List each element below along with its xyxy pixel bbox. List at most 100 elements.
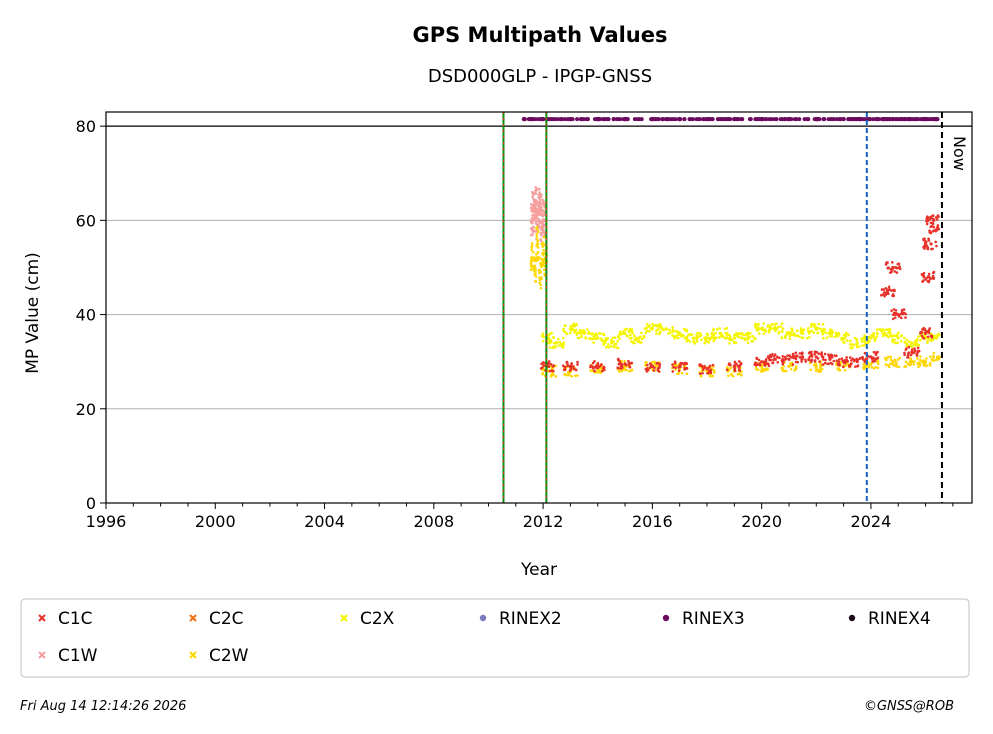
point-c2x bbox=[822, 336, 825, 340]
point-c1c bbox=[683, 366, 686, 370]
point-c2x bbox=[914, 340, 917, 344]
point-c1c bbox=[738, 369, 742, 372]
point-c2x bbox=[790, 327, 793, 330]
point-c1c bbox=[926, 335, 930, 339]
point-c1c bbox=[815, 351, 819, 354]
point-c1w bbox=[536, 217, 539, 220]
point-c2w bbox=[896, 358, 900, 362]
point-c1c bbox=[787, 357, 791, 361]
point-c1c bbox=[898, 267, 902, 271]
point-c2x bbox=[645, 322, 649, 326]
point-c2x bbox=[872, 332, 876, 335]
point-c1c bbox=[920, 334, 924, 338]
point-c2x bbox=[580, 329, 584, 332]
point-c1c bbox=[549, 362, 553, 366]
point-c2w bbox=[622, 368, 626, 372]
legend-marker bbox=[662, 614, 670, 622]
legend-marker bbox=[189, 651, 197, 659]
point-c2w bbox=[889, 362, 892, 366]
point-c2x bbox=[692, 339, 695, 343]
point-c1c bbox=[685, 361, 688, 365]
point-c2x bbox=[557, 344, 561, 347]
point-c2x bbox=[643, 327, 647, 330]
point-c2x bbox=[657, 328, 660, 331]
point-c2x bbox=[808, 336, 811, 339]
point-c1c bbox=[572, 367, 576, 370]
point-c1c bbox=[919, 330, 923, 334]
point-c2w bbox=[922, 362, 925, 366]
point-c2x bbox=[644, 331, 648, 335]
point-c2x bbox=[909, 342, 913, 345]
point-c1c bbox=[927, 331, 931, 335]
series-c1w bbox=[529, 186, 548, 243]
point-c2w bbox=[884, 358, 888, 362]
point-c2w bbox=[789, 368, 793, 371]
point-c2w bbox=[539, 276, 543, 279]
point-c1w bbox=[529, 233, 533, 237]
point-c2x bbox=[659, 331, 662, 334]
point-c2x bbox=[639, 335, 642, 339]
point-c2w bbox=[844, 364, 848, 367]
point-c1c bbox=[845, 356, 848, 359]
point-rinex3 bbox=[533, 117, 538, 122]
point-c1c bbox=[931, 221, 935, 225]
point-rinex3 bbox=[821, 117, 826, 122]
point-c1c bbox=[758, 362, 761, 365]
point-rinex3 bbox=[773, 117, 778, 122]
point-c1c bbox=[810, 358, 814, 362]
point-c2w bbox=[908, 360, 912, 363]
x-tick-label: 2020 bbox=[741, 512, 782, 531]
point-c1c bbox=[781, 362, 785, 366]
point-c2w bbox=[891, 360, 895, 364]
point-rinex3 bbox=[618, 117, 623, 122]
point-c2w bbox=[680, 371, 684, 375]
point-c1c bbox=[600, 369, 604, 373]
point-c1c bbox=[800, 352, 804, 356]
point-c1c bbox=[757, 358, 761, 362]
point-c2x bbox=[791, 329, 794, 333]
point-c2x bbox=[861, 344, 864, 347]
point-c2x bbox=[591, 337, 595, 341]
point-c2w bbox=[919, 358, 922, 362]
point-c1c bbox=[596, 362, 600, 365]
point-c2x bbox=[552, 341, 556, 345]
point-c2x bbox=[657, 325, 661, 329]
point-c1c bbox=[922, 275, 926, 279]
point-rinex3 bbox=[687, 117, 692, 122]
point-c2w bbox=[534, 268, 538, 272]
point-c2x bbox=[780, 322, 784, 325]
point-c1w bbox=[529, 220, 533, 224]
point-c1c bbox=[776, 360, 780, 364]
point-c2x bbox=[562, 329, 565, 333]
point-c2x bbox=[588, 332, 592, 335]
point-rinex3 bbox=[702, 117, 707, 122]
point-c1c bbox=[572, 365, 575, 368]
point-c2x bbox=[875, 335, 879, 338]
point-c1c bbox=[837, 363, 841, 366]
point-rinex3 bbox=[887, 117, 892, 122]
point-c1c bbox=[772, 355, 776, 358]
point-c2x bbox=[575, 322, 578, 326]
point-c2w bbox=[843, 368, 847, 372]
point-c1w bbox=[535, 220, 538, 224]
point-c2x bbox=[851, 343, 855, 346]
point-c2x bbox=[751, 340, 754, 343]
point-c2x bbox=[597, 332, 601, 335]
point-c2w bbox=[875, 360, 879, 364]
legend-label: C2X bbox=[360, 609, 395, 629]
point-c1c bbox=[754, 361, 757, 365]
point-c2w bbox=[819, 364, 823, 368]
point-c2x bbox=[748, 335, 751, 339]
point-c1w bbox=[542, 209, 545, 212]
point-c1c bbox=[929, 242, 933, 246]
chart-title: GPS Multipath Values bbox=[412, 23, 667, 47]
point-c1c bbox=[924, 329, 928, 333]
point-c1c bbox=[810, 353, 814, 356]
point-c2x bbox=[670, 331, 674, 334]
point-rinex3 bbox=[649, 117, 654, 122]
legend-marker bbox=[479, 614, 487, 622]
point-c2x bbox=[599, 337, 603, 340]
legend-marker bbox=[38, 614, 46, 622]
point-c2x bbox=[728, 338, 732, 342]
point-c2x bbox=[886, 335, 890, 339]
